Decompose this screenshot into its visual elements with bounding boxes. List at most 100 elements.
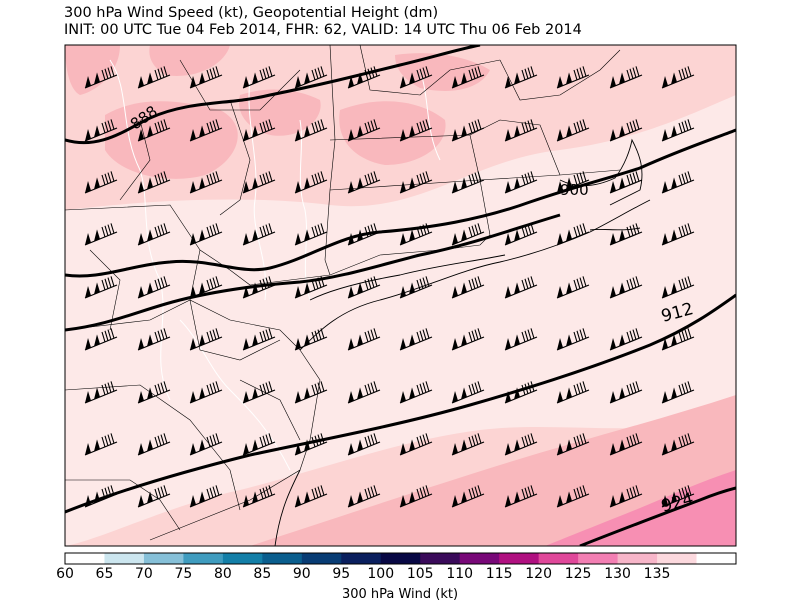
wind-barb [189, 66, 223, 89]
wind-barb [556, 119, 590, 142]
colorbar-label: 300 hPa Wind (kt) [341, 587, 459, 602]
wind-barb [189, 171, 223, 194]
wind-barb [504, 381, 538, 404]
colorbar-cell [538, 553, 579, 564]
wind-fill-medium-north-6 [149, 45, 230, 76]
wind-barb [242, 66, 276, 89]
wind-barb [294, 328, 328, 351]
wind-barb [189, 433, 223, 456]
wind-barb [242, 119, 276, 142]
wind-barb [137, 381, 171, 404]
wind-barb [399, 223, 433, 246]
wind-barb [504, 66, 538, 89]
wind-barb [661, 171, 695, 194]
colorbar-tick-label: 65 [95, 566, 114, 582]
colorbar-tick-label: 135 [643, 566, 671, 582]
wind-barb [294, 381, 328, 404]
wind-barb [451, 433, 485, 456]
wind-barb [504, 276, 538, 299]
colorbar-cell [104, 553, 145, 564]
wind-barb [609, 433, 643, 456]
wind-barb [504, 485, 538, 508]
wind-barb [137, 119, 171, 142]
wind-barb [556, 223, 590, 246]
wind-barb [137, 171, 171, 194]
political-borders [65, 45, 621, 541]
wind-barb [294, 171, 328, 194]
wind-barb [609, 328, 643, 351]
wind-barb [451, 171, 485, 194]
wind-barb [137, 223, 171, 246]
wind-barb [137, 485, 171, 508]
wind-barb [84, 276, 118, 299]
wind-fill-lightest [65, 95, 736, 546]
wind-barb [137, 276, 171, 299]
colorbar-cell [657, 553, 698, 564]
wind-barb [84, 66, 118, 89]
colorbar-tick-label: 70 [135, 566, 153, 582]
wind-barb [661, 276, 695, 299]
wind-barb [609, 381, 643, 404]
wind-barb [84, 223, 118, 246]
wind-barb [556, 381, 590, 404]
colorbar-tick-label: 130 [604, 566, 631, 582]
wind-fill-medium-south [250, 395, 736, 546]
wind-barb [451, 485, 485, 508]
wind-barb [189, 223, 223, 246]
wind-barb [399, 119, 433, 142]
coastline [274, 138, 651, 546]
wind-barb [294, 485, 328, 508]
wind-barb [451, 328, 485, 351]
wind-barb [189, 119, 223, 142]
contour-912 [65, 213, 561, 332]
wind-barb [399, 171, 433, 194]
colorbar-cell [341, 553, 382, 564]
wind-barb [609, 119, 643, 142]
colorbar-cell [183, 553, 224, 564]
colorbar-tick-label: 115 [485, 566, 513, 582]
wind-barb [347, 276, 381, 299]
wind-barb [504, 223, 538, 246]
contour-912b [65, 293, 736, 514]
wind-barb [399, 433, 433, 456]
wind-barb [399, 485, 433, 508]
colorbar-cell [143, 553, 184, 564]
wind-barb [242, 223, 276, 246]
wind-barb [609, 223, 643, 246]
wind-barb [242, 485, 276, 508]
wind-barb [399, 328, 433, 351]
wind-barb [347, 119, 381, 142]
wind-barb [84, 485, 118, 508]
colorbar-cell [617, 553, 658, 564]
wind-barb [84, 381, 118, 404]
wind-barb [661, 485, 695, 508]
colorbar-frame [64, 552, 737, 565]
wind-barb [609, 171, 643, 194]
wind-barb [661, 66, 695, 89]
wind-barb [609, 485, 643, 508]
contour-888 [65, 45, 481, 145]
wind-barb [451, 223, 485, 246]
wind-barb [242, 171, 276, 194]
colorbar-tick-label: 90 [292, 566, 311, 582]
wind-barb [137, 66, 171, 89]
wind-barb [661, 433, 695, 456]
wind-barb [661, 119, 695, 142]
wind-barb [294, 223, 328, 246]
wind-barb [504, 171, 538, 194]
colorbar-cell [301, 553, 342, 564]
wind-barb [661, 328, 695, 351]
wind-barb [661, 223, 695, 246]
map-frame [64, 44, 737, 547]
wind-barb [347, 223, 381, 246]
chart-subtitle: INIT: 00 UTC Tue 04 Feb 2014, FHR: 62, V… [64, 22, 582, 38]
wind-barb [504, 328, 538, 351]
wind-barb [451, 276, 485, 299]
contour-924 [579, 486, 736, 546]
colorbar-tick-label: 85 [253, 566, 272, 582]
wind-barb [189, 276, 223, 299]
colorbar-cell [65, 553, 105, 564]
colorbar-tick-label: 110 [446, 566, 474, 582]
